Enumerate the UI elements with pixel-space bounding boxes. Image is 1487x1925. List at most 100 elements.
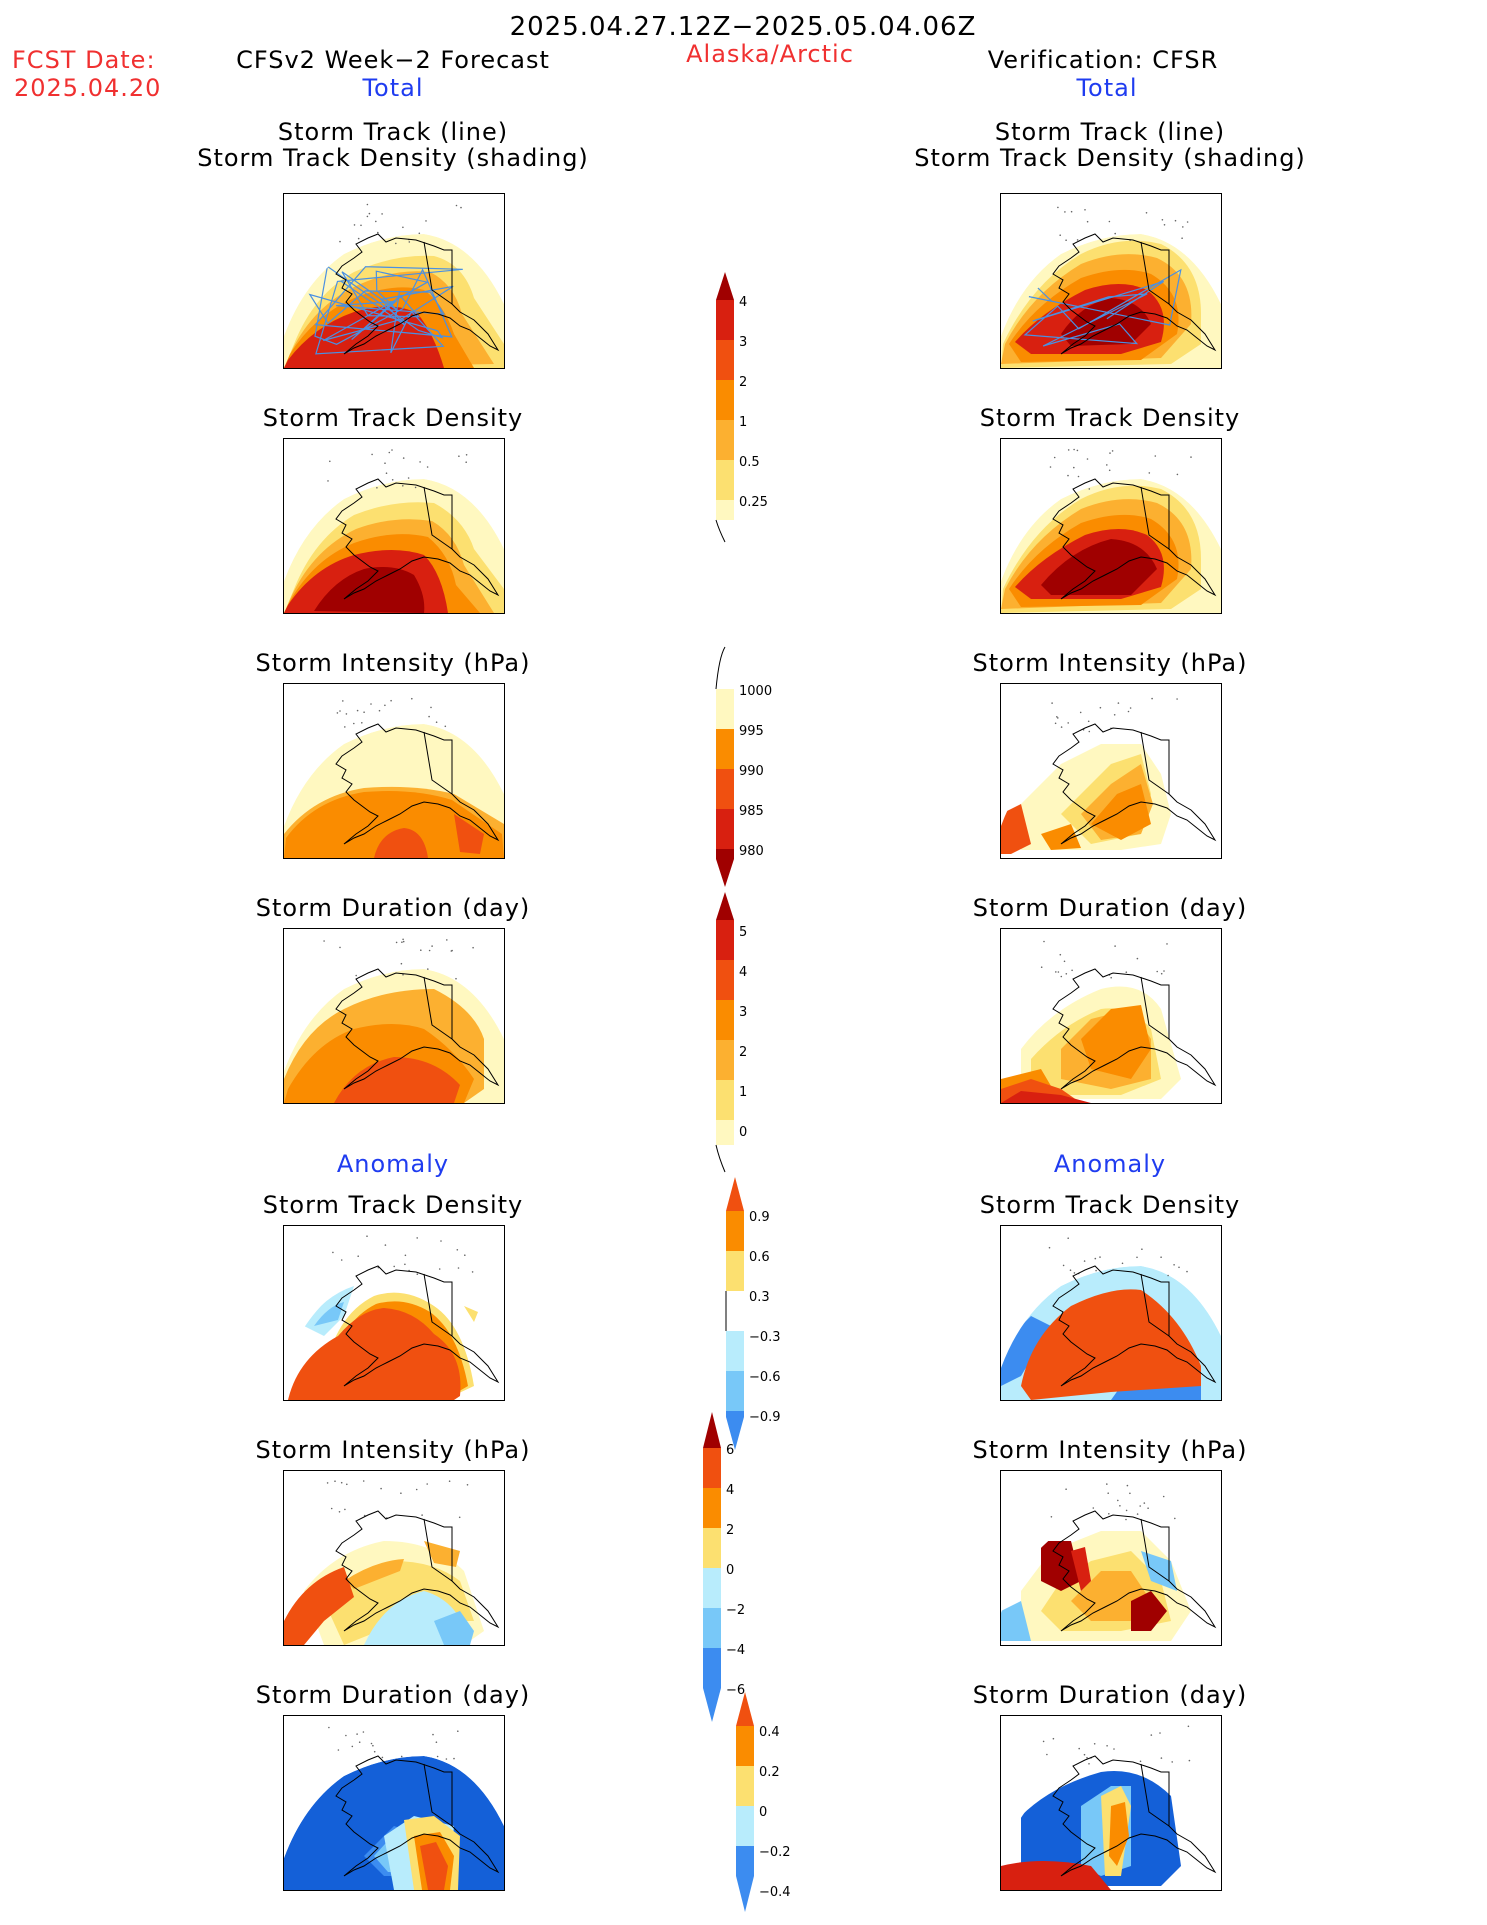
graticule-dot	[1176, 698, 1178, 700]
coastline	[335, 1510, 500, 1632]
cbar-it-3: 985	[739, 804, 764, 819]
graticule-dot	[351, 1745, 354, 1748]
map-cfsr-intensity	[1000, 683, 1222, 859]
graticule-dot	[1186, 221, 1189, 223]
graticule-dot	[460, 206, 462, 209]
graticule-dot	[1065, 239, 1067, 241]
graticule-dot	[444, 725, 447, 728]
map-canvas	[1001, 1483, 1217, 1641]
shading-layer	[314, 1302, 344, 1326]
graticule-dot	[1182, 226, 1184, 228]
graticule-dot	[1095, 1269, 1097, 1272]
border-line	[423, 486, 453, 550]
map-canvas	[1001, 940, 1217, 1103]
graticule-dot	[329, 460, 331, 463]
colorbar-intensity-anom: 6 4 2 0 −2 −4 −6	[703, 1412, 745, 1722]
map-canvas	[288, 1235, 500, 1400]
right-anom-duration-title: Storm Duration (day)	[972, 1681, 1248, 1709]
border-line	[1140, 1518, 1170, 1582]
graticule-dot	[1084, 209, 1086, 211]
graticule-dot	[465, 461, 467, 463]
graticule-dot	[466, 1484, 469, 1486]
graticule-dot	[1040, 966, 1043, 968]
graticule-dot	[1043, 940, 1045, 943]
graticule-dot	[1145, 212, 1148, 214]
storm-track-line	[308, 265, 463, 355]
graticule-dot	[1141, 1248, 1143, 1250]
graticule-dot	[1062, 1264, 1065, 1267]
map-cfsr-anom-density	[1000, 1225, 1222, 1401]
shading-layer	[374, 814, 484, 858]
graticule-dot	[363, 711, 365, 713]
graticule-dot	[372, 1744, 374, 1747]
graticule-dot	[1086, 1756, 1088, 1759]
coastline	[1052, 1265, 1217, 1387]
graticule-dot	[391, 479, 394, 481]
graticule-dot	[1067, 1237, 1069, 1239]
graticule-dot	[402, 974, 404, 976]
graticule-dot	[1136, 1513, 1139, 1515]
graticule-dot	[385, 472, 388, 474]
left-column-title: CFSv2 Week−2 Forecast	[236, 46, 550, 74]
graticule-dot	[1174, 1517, 1176, 1520]
shading-layer	[1021, 1289, 1201, 1400]
right-total-label: Total	[1076, 74, 1138, 102]
graticule-dot	[345, 1734, 347, 1737]
shading-layer	[420, 1842, 448, 1890]
coastline	[335, 478, 500, 600]
graticule-dot	[366, 1235, 368, 1237]
graticule-dot	[1088, 730, 1091, 733]
fcst-date-value: 2025.04.20	[14, 74, 162, 102]
cbar-dua-1: 0.2	[759, 1765, 780, 1780]
graticule-dot	[465, 454, 468, 456]
coastline	[335, 233, 500, 355]
map-fcst-anom-duration	[283, 1715, 505, 1891]
graticule-dot	[1181, 237, 1183, 239]
graticule-dot	[336, 712, 339, 714]
graticule-dot	[1059, 234, 1061, 236]
shading-layer	[434, 1611, 474, 1645]
graticule-dot	[430, 706, 432, 709]
coastline	[335, 723, 500, 845]
cbar-da-3: −0.3	[749, 1330, 781, 1345]
graticule-dot	[440, 1240, 442, 1242]
graticule-dot	[1176, 473, 1179, 476]
graticule-dot	[1129, 1492, 1131, 1495]
graticule-dot	[332, 1251, 334, 1254]
graticule-dot	[356, 1733, 358, 1735]
graticule-dot	[366, 215, 369, 218]
graticule-dot	[356, 709, 359, 712]
cbar-ia-0: 6	[726, 1443, 734, 1458]
graticule-dot	[1079, 711, 1082, 714]
graticule-dot	[378, 709, 381, 712]
shading-layer	[288, 1308, 461, 1400]
graticule-dot	[1186, 1270, 1188, 1273]
graticule-dot	[1107, 1492, 1109, 1494]
graticule-dot	[377, 231, 379, 234]
cbar-it-1: 995	[739, 724, 764, 739]
graticule-dot	[1156, 970, 1158, 973]
graticule-dot	[380, 1487, 382, 1490]
graticule-dot	[426, 466, 429, 468]
left-anomaly-label: Anomaly	[336, 1150, 450, 1178]
map-fcst-density	[283, 438, 505, 614]
graticule-dot	[344, 726, 346, 728]
graticule-dot	[395, 242, 397, 245]
right-duration-title: Storm Duration (day)	[972, 894, 1248, 922]
graticule-dot	[1099, 1256, 1101, 1258]
map-cfsr-anom-duration	[1000, 1715, 1222, 1891]
graticule-dot	[438, 1268, 441, 1270]
graticule-dot	[1119, 1505, 1121, 1507]
graticule-dot	[390, 699, 392, 702]
map-fcst-duration	[283, 928, 505, 1104]
graticule-dot	[1083, 1260, 1086, 1262]
cbar-da-5: −0.9	[749, 1410, 781, 1425]
graticule-dot	[1049, 466, 1052, 468]
graticule-dot	[1063, 960, 1066, 963]
colorbar-density-total: 4 3 2 1 0.5 0.25	[715, 272, 768, 543]
graticule-dot	[1086, 220, 1089, 223]
shading-layer	[1001, 1005, 1151, 1103]
graticule-dot	[391, 449, 393, 451]
right-intensity-title: Storm Intensity (hPa)	[972, 649, 1248, 677]
graticule-dot	[345, 713, 348, 715]
